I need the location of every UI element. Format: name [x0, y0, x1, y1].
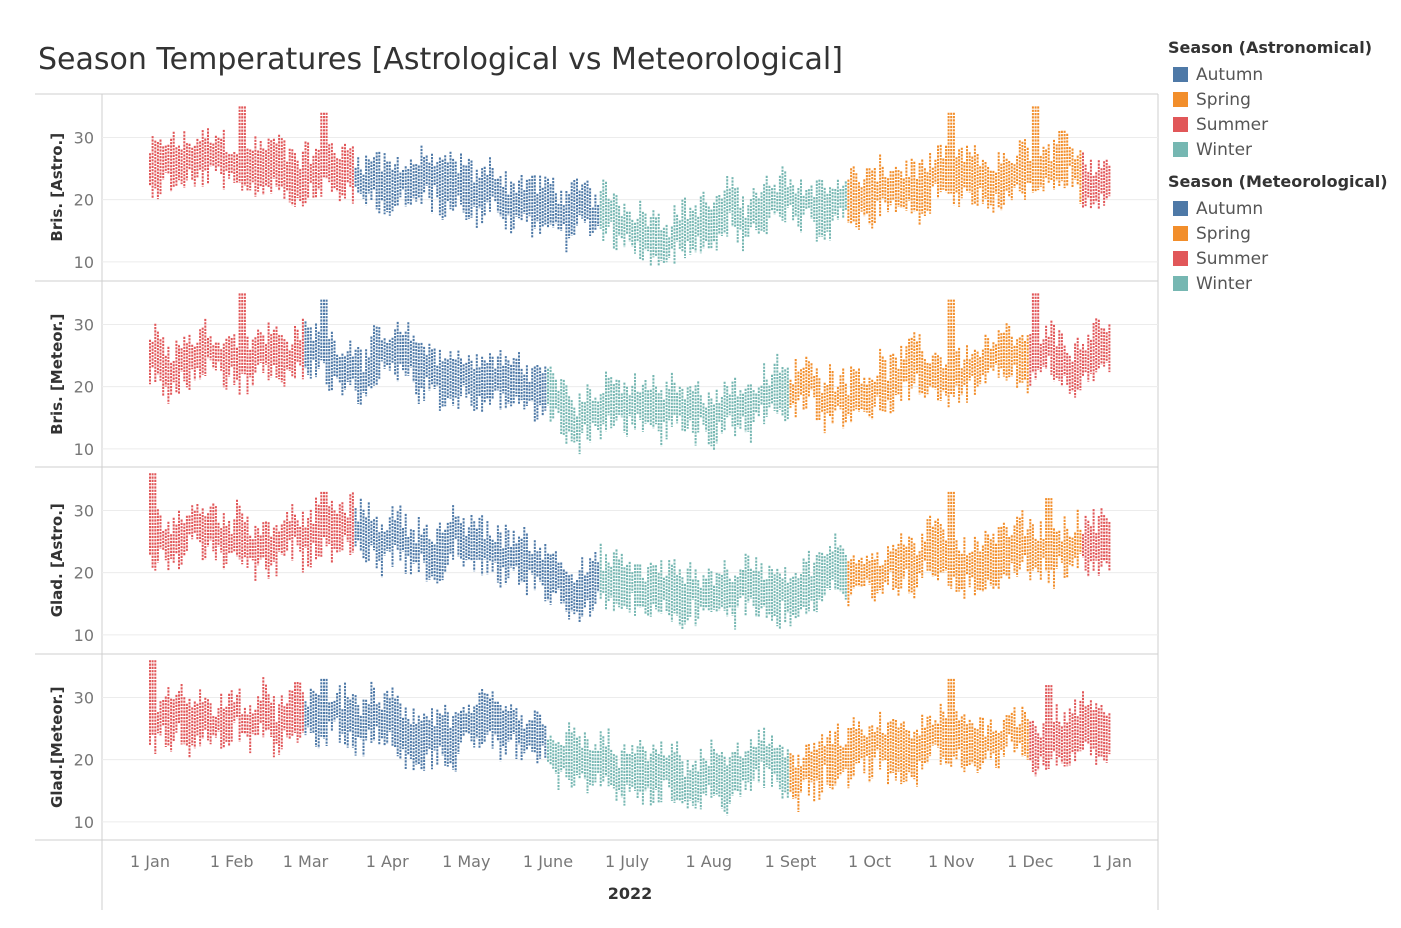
- legend-swatch: [1173, 276, 1188, 291]
- legend-item-autumn[interactable]: Autumn: [1168, 62, 1372, 87]
- legend-title: Season (Meteorological): [1168, 172, 1388, 191]
- panel-marks: [149, 473, 1111, 630]
- legend-title: Season (Astronomical): [1168, 38, 1373, 57]
- chart-frame: [35, 93, 1159, 910]
- legend-swatch: [1173, 226, 1188, 241]
- legend-swatch: [1173, 92, 1188, 107]
- legend-astronomical: Season (Astronomical) Autumn Spring Summ…: [1168, 38, 1372, 162]
- chart-marks: [149, 106, 1111, 816]
- legend-swatch: [1173, 201, 1188, 216]
- x-tick-label: 1 Jan: [130, 852, 170, 871]
- x-tick-label: 1 July: [605, 852, 649, 871]
- legend-label: Spring: [1196, 89, 1251, 110]
- legend-item-summer[interactable]: Summer: [1168, 112, 1372, 137]
- x-tick-label: 1 Dec: [1007, 852, 1053, 871]
- y-tick-label: 20: [74, 378, 94, 397]
- panel-marks: [149, 660, 1111, 816]
- y-tick-label: 20: [74, 751, 94, 770]
- legend-item-spring[interactable]: Spring: [1168, 221, 1388, 246]
- x-tick-label: 1 Feb: [210, 852, 254, 871]
- legend-swatch: [1173, 142, 1188, 157]
- x-tick-label: 1 Sept: [765, 852, 817, 871]
- x-tick-label: 1 May: [442, 852, 490, 871]
- panel-label: Bris. [Astro.]: [48, 133, 66, 242]
- panel-label: Glad. [Astro.]: [48, 503, 66, 617]
- legend-item-winter[interactable]: Winter: [1168, 137, 1372, 162]
- panel-label: Bris. [Meteor.]: [48, 314, 66, 435]
- legend-meteorological: Season (Meteorological) Autumn Spring Su…: [1168, 172, 1388, 296]
- y-tick-label: 20: [74, 564, 94, 583]
- x-tick-label: 1 Aug: [685, 852, 732, 871]
- y-tick-label: 30: [74, 502, 94, 521]
- x-tick-label: 1 June: [523, 852, 573, 871]
- x-tick-label: 1 Apr: [366, 852, 409, 871]
- y-tick-label: 10: [74, 626, 94, 645]
- y-tick-label: 20: [74, 191, 94, 210]
- y-tick-label: 30: [74, 689, 94, 708]
- x-tick-label: 1 Jan: [1092, 852, 1132, 871]
- legend-item-autumn[interactable]: Autumn: [1168, 196, 1388, 221]
- y-tick-label: 10: [74, 813, 94, 832]
- x-tick-label: 1 Oct: [848, 852, 891, 871]
- panel-marks: [149, 106, 1111, 266]
- legend-swatch: [1173, 117, 1188, 132]
- chart-labels: 10 20 30 Bris. [Astro.] 10 20 30 Bris. [Meteor.…: [48, 129, 1132, 903]
- legend-item-winter[interactable]: Winter: [1168, 271, 1388, 296]
- legend-item-spring[interactable]: Spring: [1168, 87, 1372, 112]
- x-tick-label: 1 Nov: [928, 852, 975, 871]
- x-tick-label: 1 Mar: [283, 852, 329, 871]
- chart-title: Season Temperatures [Astrological vs Met…: [38, 42, 843, 77]
- panel-label: Glad.[Meteor.]: [48, 687, 66, 808]
- x-axis-title: 2022: [608, 884, 653, 903]
- y-tick-label: 30: [74, 129, 94, 148]
- legend-label: Autumn: [1196, 64, 1264, 85]
- legend-label: Winter: [1196, 273, 1253, 294]
- legend-label: Spring: [1196, 223, 1251, 244]
- legend-label: Summer: [1196, 248, 1269, 269]
- legend-swatch: [1173, 251, 1188, 266]
- panel-marks: [149, 293, 1111, 455]
- legend-label: Summer: [1196, 114, 1269, 135]
- y-tick-label: 10: [74, 440, 94, 459]
- legend-item-summer[interactable]: Summer: [1168, 246, 1388, 271]
- y-tick-label: 10: [74, 253, 94, 272]
- y-tick-label: 30: [74, 316, 94, 335]
- legend-swatch: [1173, 67, 1188, 82]
- legend-label: Winter: [1196, 139, 1253, 160]
- legend-label: Autumn: [1196, 198, 1264, 219]
